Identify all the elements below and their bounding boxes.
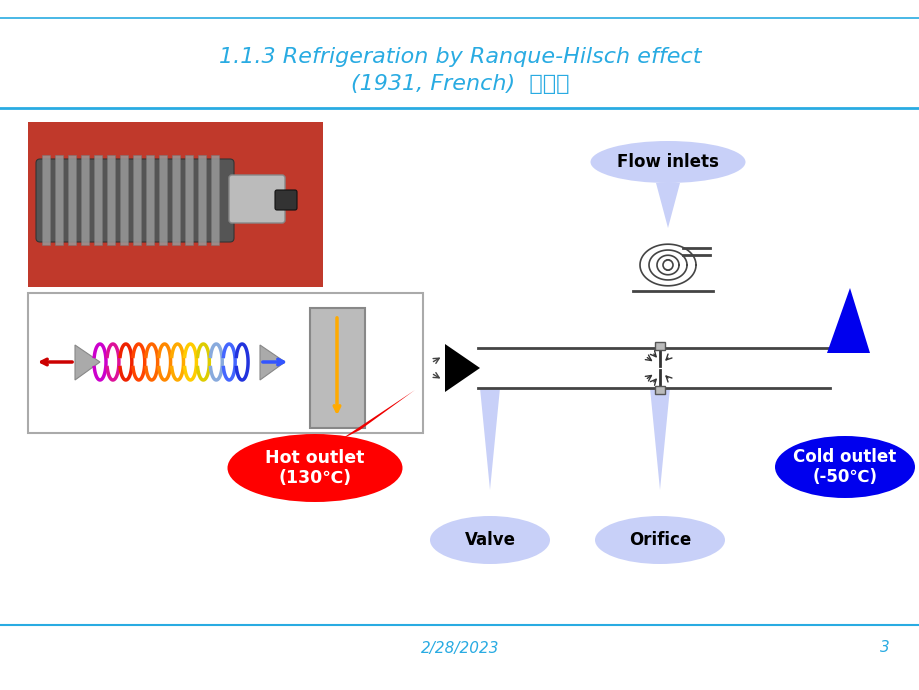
FancyBboxPatch shape xyxy=(36,159,233,242)
Polygon shape xyxy=(340,390,414,440)
FancyBboxPatch shape xyxy=(654,386,664,394)
Text: 2/28/2023: 2/28/2023 xyxy=(420,640,499,656)
Polygon shape xyxy=(75,345,100,380)
Polygon shape xyxy=(260,345,285,380)
Ellipse shape xyxy=(429,516,550,564)
FancyBboxPatch shape xyxy=(172,155,180,245)
FancyBboxPatch shape xyxy=(94,155,102,245)
FancyBboxPatch shape xyxy=(119,155,128,245)
FancyBboxPatch shape xyxy=(28,122,323,287)
FancyBboxPatch shape xyxy=(159,155,167,245)
Ellipse shape xyxy=(595,516,724,564)
FancyBboxPatch shape xyxy=(275,190,297,210)
Polygon shape xyxy=(826,288,869,353)
FancyBboxPatch shape xyxy=(210,155,219,245)
FancyBboxPatch shape xyxy=(185,155,193,245)
FancyBboxPatch shape xyxy=(28,293,423,433)
Polygon shape xyxy=(655,183,679,228)
Text: 3: 3 xyxy=(879,640,889,656)
Ellipse shape xyxy=(227,434,403,502)
Text: 1.1.3 Refrigeration by Ranque-Hilsch effect: 1.1.3 Refrigeration by Ranque-Hilsch eff… xyxy=(219,47,700,67)
Polygon shape xyxy=(445,344,480,392)
Ellipse shape xyxy=(774,436,914,498)
Polygon shape xyxy=(480,388,499,490)
FancyBboxPatch shape xyxy=(229,175,285,223)
Text: Orifice: Orifice xyxy=(629,531,690,549)
FancyBboxPatch shape xyxy=(55,155,62,245)
FancyBboxPatch shape xyxy=(133,155,141,245)
Text: Hot outlet
(130℃): Hot outlet (130℃) xyxy=(265,448,364,487)
Text: Cold outlet
(-50℃): Cold outlet (-50℃) xyxy=(792,448,896,486)
FancyBboxPatch shape xyxy=(654,342,664,350)
FancyBboxPatch shape xyxy=(107,155,115,245)
Polygon shape xyxy=(650,388,669,490)
Text: (1931, French)  兰克管: (1931, French) 兰克管 xyxy=(350,74,569,94)
Text: Valve: Valve xyxy=(464,531,515,549)
FancyBboxPatch shape xyxy=(81,155,89,245)
Ellipse shape xyxy=(590,141,744,183)
Text: Flow inlets: Flow inlets xyxy=(617,153,718,171)
FancyBboxPatch shape xyxy=(198,155,206,245)
FancyBboxPatch shape xyxy=(42,155,50,245)
FancyBboxPatch shape xyxy=(146,155,153,245)
FancyBboxPatch shape xyxy=(68,155,76,245)
FancyBboxPatch shape xyxy=(310,308,365,428)
Circle shape xyxy=(663,260,673,270)
